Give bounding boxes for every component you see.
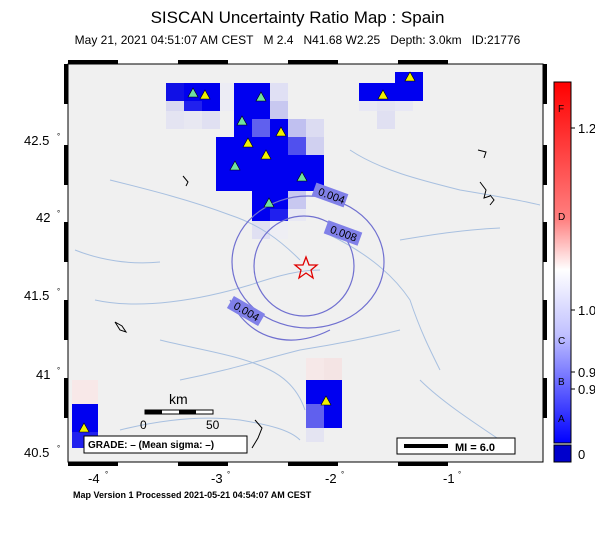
event-location: N41.68 W2.25 <box>303 33 381 47</box>
map-title: SISCAN Uncertainty Ratio Map : Spain <box>150 8 445 27</box>
lat-tick-label: 40.5 <box>24 445 49 460</box>
map-footer: Map Version 1 Processed 2021-05-21 04:54… <box>73 490 312 500</box>
triangle-icon <box>199 89 211 100</box>
svg-text:°: ° <box>57 366 60 375</box>
event-magnitude: M 2.4 <box>263 33 294 47</box>
triangle-icon <box>187 87 199 98</box>
triangle-icon <box>263 197 275 208</box>
svg-text:°: ° <box>341 470 344 479</box>
triangle-icon <box>242 137 254 148</box>
colorbar-value: 1.0 <box>578 303 595 318</box>
lon-degree-marks: ° ° ° ° <box>105 470 461 479</box>
svg-text:°: ° <box>227 470 230 479</box>
grade-box: GRADE: – (Mean sigma: –) <box>83 435 248 454</box>
lat-tick-label: 42 <box>36 210 50 225</box>
station-markers <box>78 71 416 433</box>
lon-tick-label: -2 <box>325 471 337 486</box>
lat-tick-label: 41 <box>36 367 50 382</box>
lat-tick-label: 41.5 <box>24 288 49 303</box>
colorbar: F D C B A 1.2 1.0 0.9 0.9 0 <box>553 81 595 463</box>
lat-tick-label: 42.5 <box>24 133 49 148</box>
coastline <box>114 149 495 449</box>
colorbar-value: 0.9 <box>578 382 595 397</box>
triangle-icon <box>296 171 308 182</box>
river-lines <box>74 149 541 441</box>
lon-tick-label: -3 <box>211 471 223 486</box>
triangle-icon <box>320 395 332 406</box>
mi-legend-text: MI = 6.0 <box>455 442 495 454</box>
grade-text: GRADE: – (Mean sigma: –) <box>88 440 214 451</box>
svg-text:°: ° <box>57 132 60 141</box>
triangle-icon <box>275 126 287 137</box>
map-border-ticks <box>64 60 547 466</box>
colorbar-value: 0.9 <box>578 365 595 380</box>
triangle-icon <box>377 89 389 100</box>
grade-label: C <box>558 336 565 347</box>
colorbar-value: 0 <box>578 447 585 462</box>
mi-legend: MI = 6.0 <box>396 437 516 455</box>
grade-label: D <box>558 212 565 223</box>
grade-label: F <box>558 104 564 115</box>
scale-label: 50 <box>206 418 220 432</box>
triangle-icon <box>260 149 272 160</box>
scale-label: 0 <box>140 418 147 432</box>
colorbar-value: 1.2 <box>578 121 595 136</box>
triangle-icon <box>236 115 248 126</box>
svg-text:°: ° <box>57 287 60 296</box>
scale-bar: km 0 50 <box>140 391 220 432</box>
triangle-icon <box>78 422 90 433</box>
svg-text:°: ° <box>105 470 108 479</box>
lon-tick-label: -4 <box>88 471 100 486</box>
lat-degree-marks: ° ° ° ° ° <box>57 132 60 453</box>
star-icon <box>293 255 319 280</box>
event-depth: Depth: 3.0km <box>390 33 462 47</box>
event-time: May 21, 2021 04:51:07 AM CEST <box>74 33 254 47</box>
ratio-grid-cells <box>72 72 423 448</box>
svg-text:°: ° <box>458 470 461 479</box>
grade-label: B <box>558 377 565 388</box>
scale-unit: km <box>169 391 188 407</box>
triangle-icon <box>255 91 267 102</box>
svg-text:°: ° <box>57 209 60 218</box>
svg-text:°: ° <box>57 444 60 453</box>
lon-tick-label: -1 <box>443 471 455 486</box>
triangle-icon <box>229 160 241 171</box>
grade-label: A <box>558 414 565 425</box>
map-subtitle: May 21, 2021 04:51:07 AM CEST M 2.4 N41.… <box>0 33 595 47</box>
event-id: ID:21776 <box>471 33 521 47</box>
triangle-icon <box>404 71 416 82</box>
